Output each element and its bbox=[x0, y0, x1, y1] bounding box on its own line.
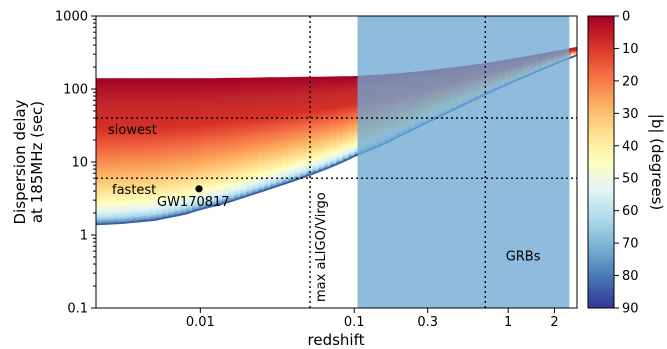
grb-region bbox=[357, 16, 570, 308]
y-axis-label-line-2: at 185MHz (sec) bbox=[28, 101, 46, 223]
delay-band-strip bbox=[186, 78, 193, 214]
delay-band-strip bbox=[162, 78, 169, 219]
delay-band-strip bbox=[102, 78, 109, 225]
delay-band-strip bbox=[342, 76, 350, 162]
delay-band-strip bbox=[318, 76, 326, 172]
fastest-label: fastest bbox=[112, 183, 156, 198]
delay-band-strip bbox=[276, 77, 283, 187]
delay-band-strip bbox=[108, 78, 115, 224]
delay-band-strip bbox=[120, 78, 127, 224]
delay-band-strip bbox=[270, 77, 277, 189]
colorbar-tick-label: 50 bbox=[622, 172, 639, 187]
y-tick-label: 0.1 bbox=[67, 302, 88, 317]
grb-label: GRBs bbox=[506, 249, 541, 264]
slowest-label: slowest bbox=[108, 123, 157, 138]
delay-band-strip bbox=[228, 77, 235, 203]
delay-band-strip bbox=[282, 77, 289, 185]
delay-band-strip bbox=[246, 77, 253, 197]
aligo-virgo-label: max aLIGO/Virgo bbox=[314, 192, 329, 302]
x-axis-label: redshift bbox=[308, 331, 365, 349]
y-tick-label: 1 bbox=[80, 229, 88, 244]
delay-band-strip bbox=[138, 78, 145, 222]
delay-band-strip bbox=[126, 78, 133, 223]
x-tick-label: 1 bbox=[504, 315, 512, 330]
colorbar-tick-label: 80 bbox=[622, 269, 639, 284]
delay-band-strip bbox=[144, 78, 151, 221]
colorbar-tick-label: 30 bbox=[622, 107, 639, 122]
x-tick-label: 2 bbox=[550, 315, 558, 330]
delay-band-strip bbox=[150, 78, 157, 221]
colorbar-tick-label: 40 bbox=[622, 139, 639, 154]
delay-band-strip bbox=[114, 78, 121, 224]
y-tick-label: 10 bbox=[71, 156, 88, 171]
delay-band-strip bbox=[336, 76, 344, 165]
y-tick-label: 100 bbox=[63, 83, 88, 98]
delay-band-strip bbox=[204, 78, 211, 209]
y-axis-label-line-1: Dispersion delay bbox=[11, 99, 29, 224]
delay-band-strip bbox=[210, 78, 217, 207]
delay-band-strip bbox=[96, 78, 103, 225]
delay-band-strip bbox=[264, 77, 271, 191]
delay-band-strip bbox=[216, 78, 223, 206]
delay-band-strip bbox=[258, 77, 265, 193]
colorbar-tick-label: 20 bbox=[622, 74, 639, 89]
delay-band-strip bbox=[198, 78, 205, 210]
delay-band-strip bbox=[234, 77, 241, 201]
colorbar-tick-label: 60 bbox=[622, 204, 639, 219]
gw170817-label: GW170817 bbox=[157, 195, 230, 210]
delay-band-strip bbox=[324, 76, 332, 170]
y-tick-label: 1000 bbox=[55, 10, 88, 25]
delay-band-strip bbox=[174, 78, 181, 217]
delay-band-strip bbox=[132, 78, 139, 223]
x-tick-label: 0.1 bbox=[344, 315, 365, 330]
colorbar-tick-label: 90 bbox=[622, 302, 639, 317]
delay-band-strip bbox=[330, 76, 338, 167]
colorbar-tick-label: 0 bbox=[622, 10, 630, 25]
delay-band-strip bbox=[300, 76, 307, 179]
delay-band-strip bbox=[168, 78, 175, 218]
colorbar bbox=[587, 15, 615, 309]
delay-band-strip bbox=[156, 78, 163, 220]
delay-band-strip bbox=[180, 78, 187, 215]
colorbar-tick-label: 10 bbox=[622, 42, 639, 57]
delay-band-strip bbox=[312, 76, 320, 174]
delay-band-strip bbox=[288, 77, 295, 183]
delay-band-strip bbox=[252, 77, 259, 195]
gw170817-point bbox=[195, 185, 203, 193]
delay-band-strip bbox=[222, 77, 229, 204]
colorbar-label: |b| (degrees) bbox=[648, 114, 666, 210]
colorbar-tick-label: 70 bbox=[622, 237, 639, 252]
delay-band-strip bbox=[294, 76, 301, 181]
x-tick-label: 0.3 bbox=[417, 315, 438, 330]
delay-band-strip bbox=[240, 77, 247, 199]
x-tick-label: 0.01 bbox=[186, 315, 215, 330]
